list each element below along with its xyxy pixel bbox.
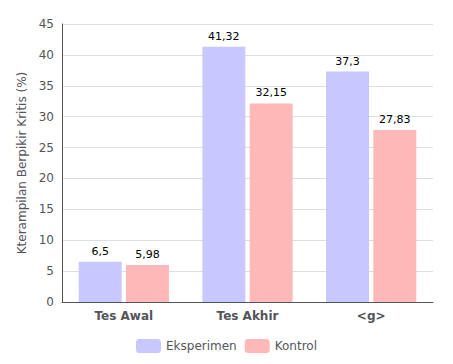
svg-text:25: 25 bbox=[39, 141, 54, 155]
svg-text:Tes Awal: Tes Awal bbox=[95, 309, 154, 323]
svg-text:41,32: 41,32 bbox=[208, 30, 240, 43]
svg-text:5,98: 5,98 bbox=[135, 248, 160, 261]
svg-text:Kontrol: Kontrol bbox=[275, 339, 317, 353]
svg-text:5: 5 bbox=[46, 264, 54, 278]
svg-text:Tes Akhir: Tes Akhir bbox=[217, 309, 279, 323]
svg-text:27,83: 27,83 bbox=[379, 113, 411, 126]
svg-text:<g>: <g> bbox=[357, 309, 386, 323]
svg-text:32,15: 32,15 bbox=[255, 86, 287, 99]
svg-text:Eksperimen: Eksperimen bbox=[166, 339, 237, 353]
svg-text:30: 30 bbox=[39, 110, 54, 124]
svg-text:35: 35 bbox=[39, 79, 54, 93]
svg-text:45: 45 bbox=[39, 17, 54, 31]
svg-text:40: 40 bbox=[39, 48, 54, 62]
svg-text:20: 20 bbox=[39, 171, 54, 185]
svg-text:Kterampilan Berpikir Kritis (%: Kterampilan Berpikir Kritis (%) bbox=[15, 72, 29, 255]
svg-text:15: 15 bbox=[39, 202, 54, 216]
svg-text:37,3: 37,3 bbox=[335, 55, 360, 68]
svg-text:10: 10 bbox=[39, 233, 54, 247]
svg-text:0: 0 bbox=[46, 295, 54, 309]
svg-text:6,5: 6,5 bbox=[91, 245, 109, 258]
